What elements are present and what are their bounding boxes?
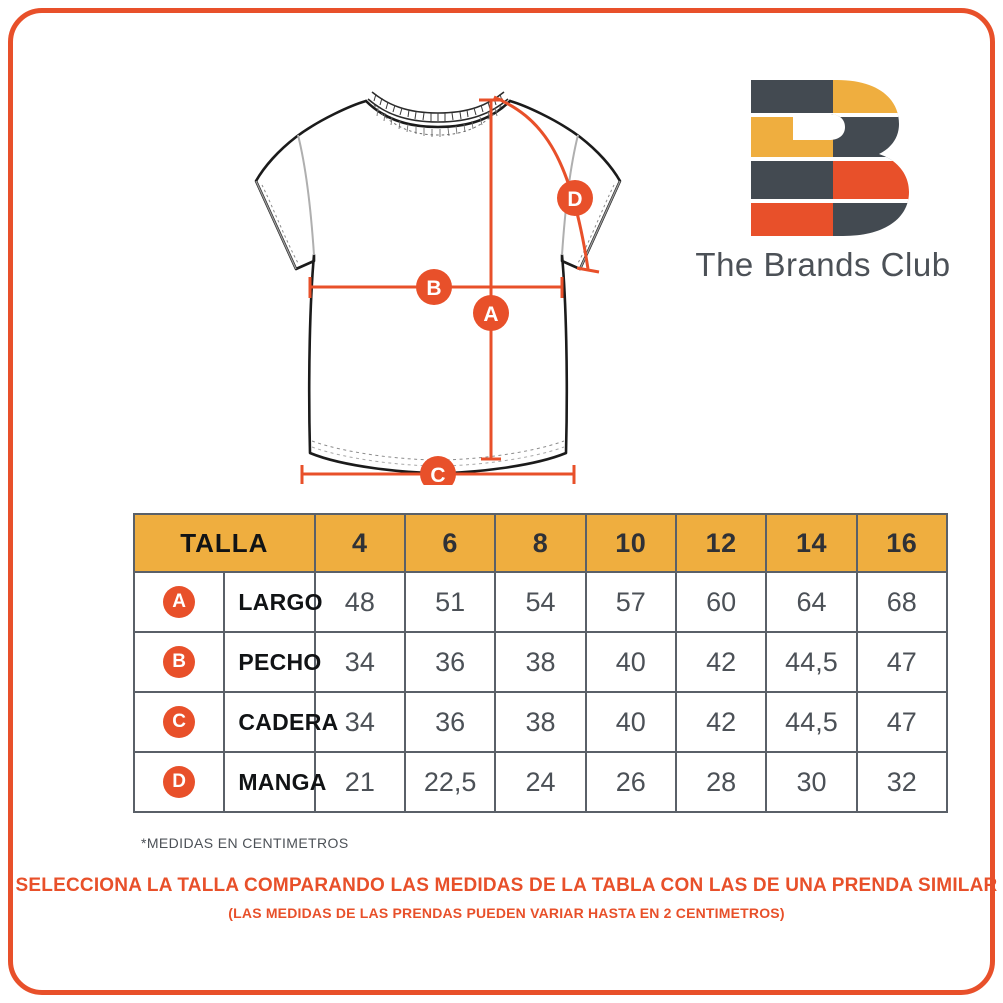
cell-manga-4: 21: [313, 751, 406, 813]
table-row: C CADERA 34 36 38 40 42 44,5 47: [132, 691, 949, 753]
marker-d: D: [557, 180, 593, 216]
cell-manga-6: 22,5: [403, 751, 497, 813]
badge-a-icon: A: [163, 586, 196, 618]
badge-d-icon: D: [163, 766, 196, 798]
cell-cadera-12: 42: [674, 691, 768, 753]
header-size-6: 6: [403, 513, 497, 573]
cell-manga-14: 30: [765, 751, 858, 813]
brands-club-b-logo-icon: [751, 80, 909, 236]
row-label-largo: LARGO: [223, 571, 323, 633]
tolerance-note: (LAS MEDIDAS DE LAS PRENDAS PUEDEN VARIA…: [228, 905, 785, 921]
cell-cadera-4: 34: [313, 691, 406, 753]
marker-b: B: [416, 269, 452, 305]
row-badge-b: B: [132, 631, 226, 693]
header-size-4: 4: [313, 513, 406, 573]
row-badge-a: A: [132, 571, 226, 633]
row-label-manga: MANGA: [223, 751, 326, 813]
brand-logo: The Brands Club: [673, 68, 973, 293]
svg-text:A: A: [483, 303, 498, 326]
brand-name: The Brands Club: [695, 246, 951, 283]
cell-cadera-8: 38: [494, 691, 587, 753]
cell-manga-10: 26: [584, 751, 677, 813]
cell-pecho-8: 38: [494, 631, 587, 693]
svg-text:C: C: [430, 464, 445, 485]
cell-largo-12: 60: [674, 571, 768, 633]
svg-text:D: D: [567, 188, 582, 211]
cell-pecho-6: 36: [403, 631, 497, 693]
guidance-note: SELECCIONA LA TALLA COMPARANDO LAS MEDID…: [15, 875, 998, 896]
cell-manga-8: 24: [494, 751, 587, 813]
cell-largo-16: 68: [855, 571, 949, 633]
table-row: A LARGO 48 51 54 57 60 64 68: [132, 571, 949, 633]
cell-manga-12: 28: [674, 751, 768, 813]
marker-c: C: [420, 456, 456, 485]
header-size-10: 10: [584, 513, 677, 573]
cell-cadera-6: 36: [403, 691, 497, 753]
header-size-8: 8: [494, 513, 587, 573]
row-label-cadera: CADERA: [223, 691, 338, 753]
table-row: B PECHO 34 36 38 40 42 44,5 47: [132, 631, 949, 693]
header-size-14: 14: [765, 513, 858, 573]
header-size-16: 16: [855, 513, 949, 573]
row-badge-c: C: [132, 691, 226, 753]
cell-largo-4: 48: [313, 571, 406, 633]
cell-cadera-16: 47: [855, 691, 949, 753]
badge-b-icon: B: [163, 646, 196, 678]
cell-pecho-10: 40: [584, 631, 677, 693]
cell-largo-14: 64: [765, 571, 858, 633]
cell-pecho-16: 47: [855, 631, 949, 693]
badge-c-icon: C: [163, 706, 196, 738]
illustration-area: A B C D: [13, 13, 1000, 485]
table-row: D MANGA 21 22,5 24 26 28 30 32: [132, 751, 949, 813]
units-note: *MEDIDAS EN CENTIMETROS: [141, 835, 349, 851]
cell-cadera-10: 40: [584, 691, 677, 753]
cell-largo-8: 54: [494, 571, 587, 633]
table-header-row: TALLA 4 6 8 10 12 14 16: [133, 513, 949, 573]
measure-line-d: [493, 95, 590, 270]
cell-largo-10: 57: [584, 571, 677, 633]
marker-a: A: [473, 295, 509, 331]
cell-cadera-14: 44,5: [765, 691, 858, 753]
svg-text:B: B: [426, 277, 441, 300]
cell-manga-16: 32: [855, 751, 949, 813]
chart-frame: A B C D: [8, 8, 997, 995]
size-table: TALLA 4 6 8 10 12 14 16 A LARGO 48: [132, 513, 949, 813]
size-table-wrapper: TALLA 4 6 8 10 12 14 16 A LARGO 48: [132, 513, 949, 813]
tshirt-technical-diagram: A B C D: [254, 91, 622, 485]
row-badge-d: D: [132, 751, 226, 813]
cell-pecho-14: 44,5: [765, 631, 858, 693]
cell-largo-6: 51: [403, 571, 497, 633]
header-talla: TALLA: [133, 513, 316, 573]
row-label-pecho: PECHO: [223, 631, 321, 693]
header-size-12: 12: [674, 513, 768, 573]
cell-pecho-4: 34: [313, 631, 406, 693]
cell-pecho-12: 42: [674, 631, 768, 693]
